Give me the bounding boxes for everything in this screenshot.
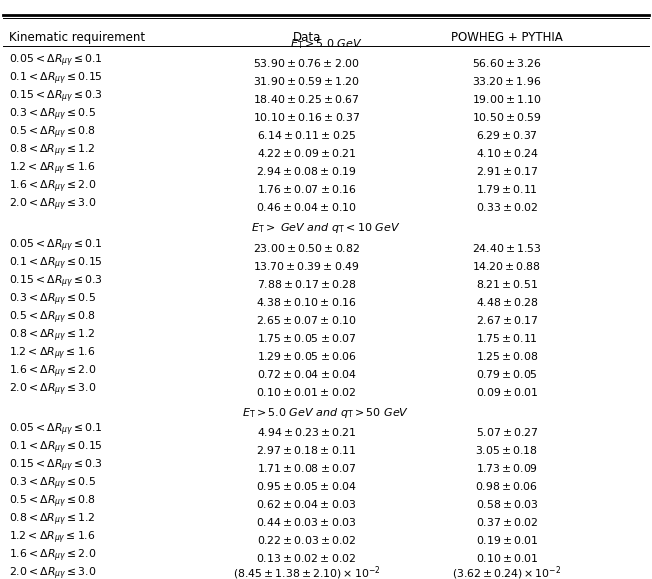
- Text: $1.25 \pm 0.08$: $1.25 \pm 0.08$: [476, 350, 538, 362]
- Text: $14.20 \pm 0.88$: $14.20 \pm 0.88$: [473, 259, 542, 272]
- Text: $0.46 \pm 0.04 \pm 0.10$: $0.46 \pm 0.04 \pm 0.10$: [256, 201, 357, 213]
- Text: $0.15 < \Delta R_{\mu\gamma} \leq 0.3$: $0.15 < \Delta R_{\mu\gamma} \leq 0.3$: [9, 458, 103, 474]
- Text: $8.21 \pm 0.51$: $8.21 \pm 0.51$: [476, 277, 538, 290]
- Text: $0.05 < \Delta R_{\mu\gamma} \leq 0.1$: $0.05 < \Delta R_{\mu\gamma} \leq 0.1$: [9, 237, 103, 254]
- Text: $24.40 \pm 1.53$: $24.40 \pm 1.53$: [472, 241, 542, 254]
- Text: $0.1 < \Delta R_{\mu\gamma} \leq 0.15$: $0.1 < \Delta R_{\mu\gamma} \leq 0.15$: [9, 71, 103, 87]
- Text: $33.20 \pm 1.96$: $33.20 \pm 1.96$: [472, 75, 542, 87]
- Text: $2.94 \pm 0.08 \pm 0.19$: $2.94 \pm 0.08 \pm 0.19$: [256, 165, 357, 177]
- Text: $0.15 < \Delta R_{\mu\gamma} \leq 0.3$: $0.15 < \Delta R_{\mu\gamma} \leq 0.3$: [9, 273, 103, 290]
- Text: $0.3 < \Delta R_{\mu\gamma} \leq 0.5$: $0.3 < \Delta R_{\mu\gamma} \leq 0.5$: [9, 107, 96, 123]
- Text: $10.50 \pm 0.59$: $10.50 \pm 0.59$: [472, 111, 542, 123]
- Text: $0.5 < \Delta R_{\mu\gamma} \leq 0.8$: $0.5 < \Delta R_{\mu\gamma} \leq 0.8$: [9, 494, 96, 510]
- Text: $0.72 \pm 0.04 \pm 0.04$: $0.72 \pm 0.04 \pm 0.04$: [257, 368, 357, 380]
- Text: $0.3 < \Delta R_{\mu\gamma} \leq 0.5$: $0.3 < \Delta R_{\mu\gamma} \leq 0.5$: [9, 291, 96, 307]
- Text: $0.5 < \Delta R_{\mu\gamma} \leq 0.8$: $0.5 < \Delta R_{\mu\gamma} \leq 0.8$: [9, 124, 96, 141]
- Text: $56.60 \pm 3.26$: $56.60 \pm 3.26$: [472, 57, 542, 69]
- Text: $7.88 \pm 0.17 \pm 0.28$: $7.88 \pm 0.17 \pm 0.28$: [257, 277, 357, 290]
- Text: $5.07 \pm 0.27$: $5.07 \pm 0.27$: [476, 426, 538, 438]
- Text: $2.0 < \Delta R_{\mu\gamma} \leq 3.0$: $2.0 < \Delta R_{\mu\gamma} \leq 3.0$: [9, 197, 96, 213]
- Text: $3.05 \pm 0.18$: $3.05 \pm 0.18$: [475, 444, 539, 456]
- Text: $1.2 < \Delta R_{\mu\gamma} \leq 1.6$: $1.2 < \Delta R_{\mu\gamma} \leq 1.6$: [9, 345, 96, 362]
- Text: $0.58 \pm 0.03$: $0.58 \pm 0.03$: [475, 499, 539, 510]
- Text: POWHEG + PYTHIA: POWHEG + PYTHIA: [451, 31, 563, 44]
- Text: $19.00 \pm 1.10$: $19.00 \pm 1.10$: [472, 93, 542, 105]
- Text: $1.2 < \Delta R_{\mu\gamma} \leq 1.6$: $1.2 < \Delta R_{\mu\gamma} \leq 1.6$: [9, 530, 96, 547]
- Text: $0.33 \pm 0.02$: $0.33 \pm 0.02$: [476, 201, 539, 213]
- Text: $1.76 \pm 0.07 \pm 0.16$: $1.76 \pm 0.07 \pm 0.16$: [257, 183, 357, 195]
- Text: $1.75 \pm 0.05 \pm 0.07$: $1.75 \pm 0.05 \pm 0.07$: [257, 332, 357, 344]
- Text: $0.19 \pm 0.01$: $0.19 \pm 0.01$: [475, 534, 539, 547]
- Text: $0.1 < \Delta R_{\mu\gamma} \leq 0.15$: $0.1 < \Delta R_{\mu\gamma} \leq 0.15$: [9, 440, 103, 456]
- Text: $4.48 \pm 0.28$: $4.48 \pm 0.28$: [476, 296, 538, 307]
- Text: $0.8 < \Delta R_{\mu\gamma} \leq 1.2$: $0.8 < \Delta R_{\mu\gamma} \leq 1.2$: [9, 512, 95, 528]
- Text: $0.1 < \Delta R_{\mu\gamma} \leq 0.15$: $0.1 < \Delta R_{\mu\gamma} \leq 0.15$: [9, 255, 103, 272]
- Text: Data: Data: [292, 31, 321, 44]
- Text: $0.8 < \Delta R_{\mu\gamma} \leq 1.2$: $0.8 < \Delta R_{\mu\gamma} \leq 1.2$: [9, 327, 95, 344]
- Text: $4.94 \pm 0.23 \pm 0.21$: $4.94 \pm 0.23 \pm 0.21$: [257, 426, 356, 438]
- Text: $2.0 < \Delta R_{\mu\gamma} \leq 3.0$: $2.0 < \Delta R_{\mu\gamma} \leq 3.0$: [9, 566, 96, 579]
- Text: $0.10 \pm 0.01 \pm 0.02$: $0.10 \pm 0.01 \pm 0.02$: [256, 386, 357, 398]
- Text: $2.67 \pm 0.17$: $2.67 \pm 0.17$: [475, 314, 539, 325]
- Text: $(8.45 \pm 1.38 \pm 2.10) \times 10^{-2}$: $(8.45 \pm 1.38 \pm 2.10) \times 10^{-2}…: [233, 565, 380, 579]
- Text: $4.10 \pm 0.24$: $4.10 \pm 0.24$: [476, 147, 539, 159]
- Text: $1.75 \pm 0.11$: $1.75 \pm 0.11$: [476, 332, 538, 344]
- Text: $0.05 < \Delta R_{\mu\gamma} \leq 0.1$: $0.05 < \Delta R_{\mu\gamma} \leq 0.1$: [9, 422, 103, 438]
- Text: $6.29 \pm 0.37$: $6.29 \pm 0.37$: [476, 129, 538, 141]
- Text: $18.40 \pm 0.25 \pm 0.67$: $18.40 \pm 0.25 \pm 0.67$: [253, 93, 360, 105]
- Text: $1.6 < \Delta R_{\mu\gamma} \leq 2.0$: $1.6 < \Delta R_{\mu\gamma} \leq 2.0$: [9, 363, 96, 380]
- Text: $23.00 \pm 0.50 \pm 0.82$: $23.00 \pm 0.50 \pm 0.82$: [253, 241, 360, 254]
- Text: $1.6 < \Delta R_{\mu\gamma} \leq 2.0$: $1.6 < \Delta R_{\mu\gamma} \leq 2.0$: [9, 548, 96, 565]
- Text: $0.98 \pm 0.06$: $0.98 \pm 0.06$: [475, 480, 539, 492]
- Text: $4.38 \pm 0.10 \pm 0.16$: $4.38 \pm 0.10 \pm 0.16$: [256, 296, 357, 307]
- Text: $0.95 \pm 0.05 \pm 0.04$: $0.95 \pm 0.05 \pm 0.04$: [256, 480, 357, 492]
- Text: $6.14 \pm 0.11 \pm 0.25$: $6.14 \pm 0.11 \pm 0.25$: [257, 129, 357, 141]
- Text: $31.90 \pm 0.59 \pm 1.20$: $31.90 \pm 0.59 \pm 1.20$: [254, 75, 360, 87]
- Text: $0.10 \pm 0.01$: $0.10 \pm 0.01$: [475, 552, 539, 565]
- Text: $1.2 < \Delta R_{\mu\gamma} \leq 1.6$: $1.2 < \Delta R_{\mu\gamma} \leq 1.6$: [9, 160, 96, 177]
- Text: Kinematic requirement: Kinematic requirement: [9, 31, 145, 44]
- Text: $E_{\mathrm{T}} > 5.0$ GeV and $q_{\mathrm{T}} > 50$ GeV: $E_{\mathrm{T}} > 5.0$ GeV and $q_{\math…: [243, 406, 409, 420]
- Text: $E_{\mathrm{T}} > 5.0$ GeV: $E_{\mathrm{T}} > 5.0$ GeV: [289, 37, 363, 51]
- Text: $1.6 < \Delta R_{\mu\gamma} \leq 2.0$: $1.6 < \Delta R_{\mu\gamma} \leq 2.0$: [9, 179, 96, 195]
- Text: $(3.62 \pm 0.24) \times 10^{-2}$: $(3.62 \pm 0.24) \times 10^{-2}$: [452, 565, 561, 579]
- Text: $4.22 \pm 0.09 \pm 0.21$: $4.22 \pm 0.09 \pm 0.21$: [257, 147, 356, 159]
- Text: $0.22 \pm 0.03 \pm 0.02$: $0.22 \pm 0.03 \pm 0.02$: [257, 534, 357, 547]
- Text: $0.79 \pm 0.05$: $0.79 \pm 0.05$: [476, 368, 538, 380]
- Text: $2.0 < \Delta R_{\mu\gamma} \leq 3.0$: $2.0 < \Delta R_{\mu\gamma} \leq 3.0$: [9, 382, 96, 398]
- Text: $13.70 \pm 0.39 \pm 0.49$: $13.70 \pm 0.39 \pm 0.49$: [254, 259, 360, 272]
- Text: $53.90 \pm 0.76 \pm 2.00$: $53.90 \pm 0.76 \pm 2.00$: [253, 57, 360, 69]
- Text: $0.5 < \Delta R_{\mu\gamma} \leq 0.8$: $0.5 < \Delta R_{\mu\gamma} \leq 0.8$: [9, 309, 96, 325]
- Text: $0.62 \pm 0.04 \pm 0.03$: $0.62 \pm 0.04 \pm 0.03$: [256, 499, 357, 510]
- Text: $0.13 \pm 0.02 \pm 0.02$: $0.13 \pm 0.02 \pm 0.02$: [256, 552, 357, 565]
- Text: $E_{\mathrm{T}} >$ GeV and $q_{\mathrm{T}} < 10$ GeV: $E_{\mathrm{T}} >$ GeV and $q_{\mathrm{T…: [251, 222, 401, 236]
- Text: $0.3 < \Delta R_{\mu\gamma} \leq 0.5$: $0.3 < \Delta R_{\mu\gamma} \leq 0.5$: [9, 476, 96, 492]
- Text: $0.37 \pm 0.02$: $0.37 \pm 0.02$: [476, 516, 539, 528]
- Text: $2.97 \pm 0.18 \pm 0.11$: $2.97 \pm 0.18 \pm 0.11$: [256, 444, 357, 456]
- Text: $1.73 \pm 0.09$: $1.73 \pm 0.09$: [476, 462, 538, 474]
- Text: $0.09 \pm 0.01$: $0.09 \pm 0.01$: [475, 386, 539, 398]
- Text: $0.8 < \Delta R_{\mu\gamma} \leq 1.2$: $0.8 < \Delta R_{\mu\gamma} \leq 1.2$: [9, 142, 95, 159]
- Text: $0.15 < \Delta R_{\mu\gamma} \leq 0.3$: $0.15 < \Delta R_{\mu\gamma} \leq 0.3$: [9, 89, 103, 105]
- Text: $1.79 \pm 0.11$: $1.79 \pm 0.11$: [476, 183, 538, 195]
- Text: $2.91 \pm 0.17$: $2.91 \pm 0.17$: [475, 165, 539, 177]
- Text: $1.71 \pm 0.08 \pm 0.07$: $1.71 \pm 0.08 \pm 0.07$: [257, 462, 357, 474]
- Text: $0.05 < \Delta R_{\mu\gamma} \leq 0.1$: $0.05 < \Delta R_{\mu\gamma} \leq 0.1$: [9, 53, 103, 69]
- Text: $2.65 \pm 0.07 \pm 0.10$: $2.65 \pm 0.07 \pm 0.10$: [256, 314, 357, 325]
- Text: $1.29 \pm 0.05 \pm 0.06$: $1.29 \pm 0.05 \pm 0.06$: [257, 350, 357, 362]
- Text: $10.10 \pm 0.16 \pm 0.37$: $10.10 \pm 0.16 \pm 0.37$: [253, 111, 361, 123]
- Text: $0.44 \pm 0.03 \pm 0.03$: $0.44 \pm 0.03 \pm 0.03$: [256, 516, 357, 528]
